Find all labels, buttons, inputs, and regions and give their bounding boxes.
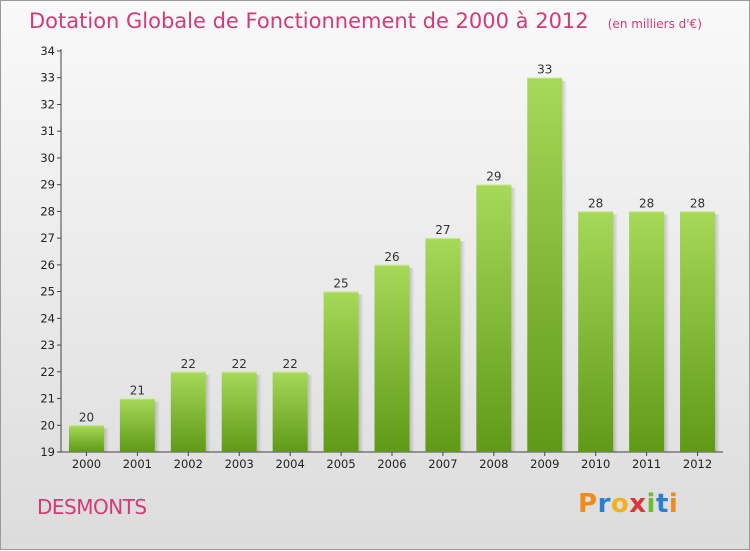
- chart-title: Dotation Globale de Fonctionnement de 20…: [29, 9, 589, 33]
- bar-shadow: [562, 80, 568, 452]
- bar-2012[interactable]: [680, 211, 716, 452]
- bar-2000[interactable]: [68, 425, 104, 452]
- bar-2001[interactable]: [119, 398, 155, 452]
- x-tick-label-2006: 2006: [377, 457, 406, 471]
- x-tick-label-2002: 2002: [174, 457, 203, 471]
- bar-shadow: [511, 187, 517, 452]
- y-tick-label: 19: [40, 445, 55, 459]
- y-tick-label: 22: [40, 365, 55, 379]
- y-tick-label: 29: [40, 178, 55, 192]
- y-tick-label: 32: [40, 97, 55, 111]
- data-label-2012: 28: [690, 196, 705, 210]
- x-tick-label-2010: 2010: [581, 457, 610, 471]
- x-tick-label-2004: 2004: [276, 457, 305, 471]
- y-tick-label: 34: [40, 44, 55, 58]
- x-tick-label-2005: 2005: [326, 457, 355, 471]
- bar-2008[interactable]: [476, 184, 512, 452]
- y-tick-label: 23: [40, 338, 55, 352]
- bar-2004[interactable]: [272, 371, 308, 452]
- logo-letter: x: [629, 489, 647, 519]
- logo-letter: o: [610, 489, 630, 519]
- bar-2007[interactable]: [425, 238, 461, 452]
- x-tick-label-2001: 2001: [123, 457, 152, 471]
- bar-2010[interactable]: [578, 211, 614, 452]
- logo-letter: i: [646, 489, 656, 519]
- title-row: Dotation Globale de Fonctionnement de 20…: [29, 9, 702, 33]
- x-axis: 2000 2001 2002 2003 2004 2005 2006 2007 2008 2009…: [61, 451, 723, 471]
- bars: [68, 77, 721, 452]
- x-tick-label-2011: 2011: [632, 457, 661, 471]
- x-tick-label-2008: 2008: [479, 457, 508, 471]
- commune-name: DESMONTS: [37, 495, 147, 519]
- y-tick-label: 24: [40, 311, 55, 325]
- data-label-2006: 26: [384, 250, 399, 264]
- y-tick-label: 21: [40, 392, 55, 406]
- bar-shadow: [460, 241, 466, 452]
- data-labels: 20 21 22 22 22 25 26 27 29 33 28 28 28: [79, 63, 705, 425]
- bar-2003[interactable]: [221, 371, 257, 452]
- x-tick-label-2000: 2000: [72, 457, 101, 471]
- bar-2009[interactable]: [527, 77, 563, 452]
- proxiti-logo[interactable]: Proxiti: [578, 489, 678, 519]
- data-label-2003: 22: [232, 357, 247, 371]
- x-tick-label-2007: 2007: [428, 457, 457, 471]
- logo-letter: P: [578, 489, 598, 519]
- bar-shadow: [103, 428, 109, 452]
- bar-2011[interactable]: [629, 211, 665, 452]
- bar-shadow: [664, 214, 670, 452]
- data-label-2007: 27: [435, 223, 450, 237]
- x-tick-label-2012: 2012: [683, 457, 712, 471]
- data-label-2011: 28: [639, 196, 654, 210]
- y-tick-label: 33: [40, 71, 55, 85]
- data-label-2005: 25: [333, 277, 348, 291]
- bar-shadow: [715, 214, 721, 452]
- chart-unit: (en milliers d'€): [607, 17, 702, 31]
- bar-shadow: [154, 401, 160, 452]
- bar-shadow: [409, 267, 415, 452]
- y-tick-label: 27: [40, 231, 55, 245]
- bar-shadow: [256, 374, 262, 452]
- bar-shadow: [613, 214, 619, 452]
- data-label-2009: 33: [537, 63, 552, 77]
- bar-2002[interactable]: [170, 371, 206, 452]
- bar-shadow: [205, 374, 211, 452]
- data-label-2002: 22: [181, 357, 196, 371]
- y-tick-label: 26: [40, 258, 55, 272]
- data-label-2008: 29: [486, 170, 501, 184]
- bar-shadow: [307, 374, 313, 452]
- data-label-2004: 22: [283, 357, 298, 371]
- data-label-2010: 28: [588, 196, 603, 210]
- y-tick-label: 30: [40, 151, 55, 165]
- y-tick-label: 25: [40, 285, 55, 299]
- logo-letter: i: [668, 489, 679, 519]
- bar-2006[interactable]: [374, 264, 410, 452]
- logo-letter: r: [597, 489, 611, 519]
- y-tick-label: 20: [40, 418, 55, 432]
- x-tick-label-2003: 2003: [225, 457, 254, 471]
- bar-shadow: [358, 294, 364, 452]
- data-label-2001: 21: [130, 384, 145, 398]
- data-label-2000: 20: [79, 410, 94, 424]
- y-tick-label: 31: [40, 124, 55, 138]
- logo-letter: t: [655, 489, 669, 519]
- y-tick-label: 28: [40, 204, 55, 218]
- bar-2005[interactable]: [323, 291, 359, 452]
- x-tick-label-2009: 2009: [530, 457, 559, 471]
- y-axis: 19 20 21 22 23 24 25 26 27 28 29 30 31 32 33 34: [40, 44, 62, 459]
